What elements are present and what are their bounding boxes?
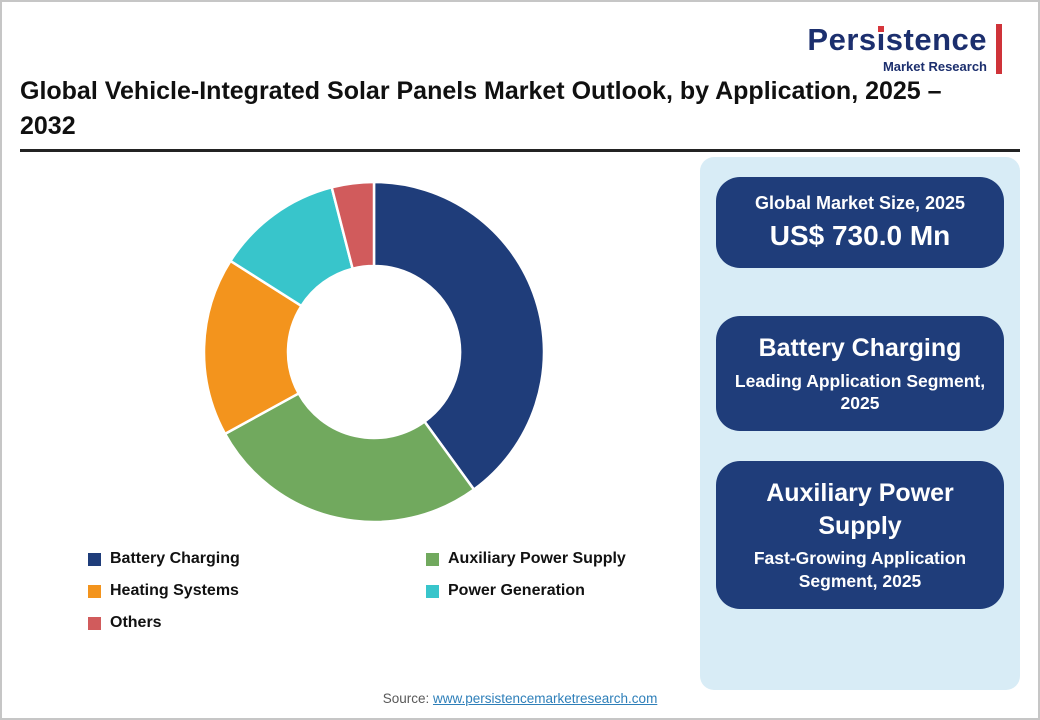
card-fast-growing-segment: Auxiliary Power Supply Fast-Growing Appl…: [716, 461, 1004, 609]
card-leading-segment: Battery Charging Leading Application Seg…: [716, 316, 1004, 431]
legend-swatch-battery-charging: [88, 552, 101, 566]
legend-label: Power Generation: [448, 582, 585, 599]
donut-slice-others: [330, 180, 376, 271]
card-heading: Global Market Size, 2025: [754, 193, 966, 213]
source-line: Source: www.persistencemarketresearch.co…: [2, 691, 1038, 706]
brand-logo: Persıstence Market Research: [807, 24, 1002, 74]
market-size-value: US$ 730.0 Mn: [769, 220, 951, 251]
source-link[interactable]: www.persistencemarketresearch.com: [432, 691, 658, 706]
legend-swatch-power-generation: [426, 584, 439, 598]
legend-item-battery-charging: Battery Charging: [88, 550, 426, 568]
legend-label: Battery Charging: [110, 550, 240, 567]
card-subheading: Fast-Growing Application Segment, 2025: [753, 548, 967, 591]
source-label: Source:: [382, 691, 430, 706]
brand-subtitle: Market Research: [882, 59, 987, 74]
title-underline: [20, 149, 1020, 152]
brand-logo-text: Persıstence Market Research: [807, 24, 987, 74]
legend-item-auxiliary-power-supply: Auxiliary Power Supply: [426, 550, 626, 568]
donut-slice-auxiliary-power-supply: [223, 391, 476, 524]
chart-legend: Battery Charging Auxiliary Power Supply …: [88, 550, 626, 632]
legend-label: Auxiliary Power Supply: [448, 550, 626, 567]
legend-swatch-heating-systems: [88, 584, 101, 598]
donut-slice-heating-systems: [202, 259, 304, 436]
brand-name: Persıstence: [807, 22, 987, 57]
legend-item-power-generation: Power Generation: [426, 582, 626, 600]
brand-red-bar: [996, 24, 1002, 74]
page-title: Global Vehicle-Integrated Solar Panels M…: [20, 77, 942, 140]
card-heading: Auxiliary Power Supply: [766, 479, 954, 540]
card-subheading: Leading Application Segment, 2025: [734, 370, 986, 414]
legend-item-others: Others: [88, 614, 426, 632]
legend-label: Others: [110, 614, 162, 631]
donut-chart: [200, 178, 548, 526]
card-heading: Battery Charging: [758, 334, 962, 362]
legend-swatch-others: [88, 616, 101, 630]
highlights-sidebar: Global Market Size, 2025 US$ 730.0 Mn Ba…: [700, 157, 1020, 690]
legend-item-heating-systems: Heating Systems: [88, 582, 426, 600]
donut-chart-svg: [202, 180, 546, 524]
donut-slice-battery-charging: [372, 180, 546, 492]
legend-swatch-auxiliary-power-supply: [426, 552, 439, 566]
card-global-market-size: Global Market Size, 2025 US$ 730.0 Mn: [716, 177, 1004, 268]
brand-name-i-red-dot: ı: [876, 22, 886, 57]
legend-label: Heating Systems: [110, 582, 239, 599]
